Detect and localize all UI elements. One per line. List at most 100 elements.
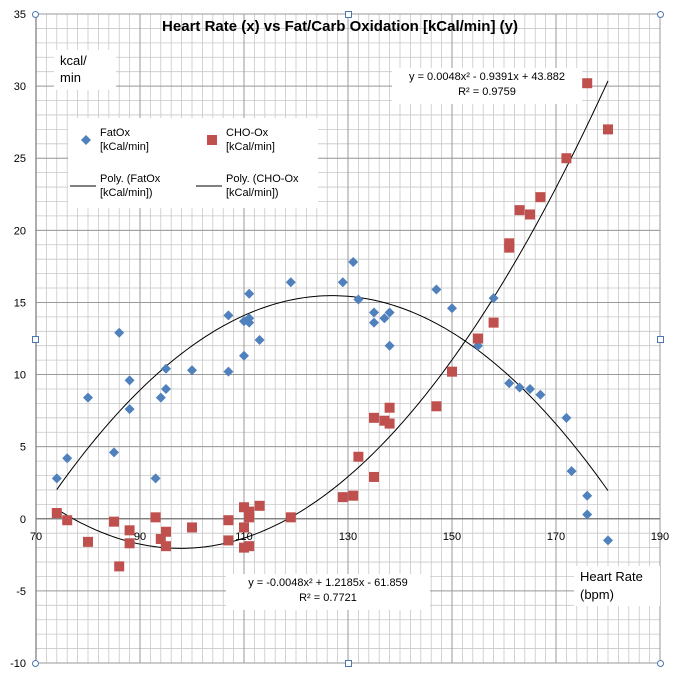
x-tick-label: 190 [651,531,669,543]
y-axis-label: kcal/ min [54,50,116,90]
fat-r-squared: R² = 0.7721 [299,592,357,604]
fatox-point [384,307,395,318]
fatox-point [561,412,572,423]
x-axis-label-line-2: (bpm) [580,587,614,602]
chox-point [514,205,525,216]
chox-point [83,536,93,547]
chox-point [369,471,379,482]
chox-point [239,542,249,553]
fatox-point [447,303,457,314]
y-axis-label-line-1: kcal/ [60,53,87,68]
y-tick-label: 5 [20,442,26,454]
fat-equation: y = -0.0048x² + 1.2185x - 61.859 [248,577,408,589]
trendline [56,80,609,549]
chox-point [223,535,234,546]
legend-item-poly-fatox: Poly. (FatOx [kCal/min]) [68,170,188,210]
fatox-point [51,473,62,484]
legend-item-poly-chox: Poly. (CHO-Ox [kCal/min]) [194,170,314,210]
fatox-point [150,473,161,484]
fatox-point [223,310,234,321]
chox-point [431,401,442,412]
fatox-point [337,277,348,288]
chox-point [535,192,546,203]
chox-point [488,317,499,328]
x-axis-label-line-1: Heart Rate [580,569,643,584]
resize-handle-top-right[interactable] [657,11,664,18]
fatox-point [62,453,73,464]
fatox-point [114,327,125,338]
chox-point [504,242,515,253]
resize-handle-bottom-right[interactable] [657,660,664,667]
resize-handle-top-left[interactable] [32,11,39,18]
fatox-point [379,313,390,324]
fatox-point [525,383,535,394]
fatox-point [369,307,379,318]
resize-handle-bottom-left[interactable] [32,660,39,667]
line-marker-icon [70,185,96,187]
resize-handle-left[interactable] [32,336,39,343]
x-tick-label: 170 [547,531,565,543]
y-axis-label-line-2: min [60,70,81,85]
resize-handle-bottom[interactable] [345,660,352,667]
chox-point [348,490,359,501]
y-tick-label: 10 [14,370,26,382]
chox-point [561,153,572,164]
chox-point [337,492,348,503]
chox-point [114,561,125,572]
chox-point [244,506,255,517]
chox-point [124,538,135,549]
chox-point [155,533,166,544]
y-tick-label: 30 [14,81,26,93]
resize-handle-top[interactable] [345,11,352,18]
chox-point [239,502,249,513]
chox-point [223,515,234,526]
fatox-point [83,392,93,403]
chox-point [187,522,197,533]
line-marker-icon [196,185,222,187]
chox-point [161,526,171,537]
legend-chox-line-2: [kCal/min] [226,141,275,153]
fatox-point [244,313,255,324]
legend-poly-fatox-line-1: Poly. (FatOx [100,173,161,185]
legend-item-fatox: FatOx [kCal/min] [68,124,188,164]
fatox-point [566,466,577,477]
fatox-point [535,389,546,400]
chox-point [285,512,296,523]
chox-point [244,512,255,523]
legend-poly-fatox-line-2: [kCal/min]) [100,187,153,199]
fatox-point [384,340,395,351]
y-tick-label: 15 [14,297,26,309]
x-tick-label: 130 [339,531,357,543]
fatox-point [431,284,442,295]
x-tick-label: 90 [134,531,146,543]
fatox-point [155,392,166,403]
chox-point [447,366,457,377]
chox-point [379,415,390,426]
chox-point [603,124,613,135]
fatox-point [369,317,379,328]
carb-r-squared: R² = 0.9759 [458,86,516,98]
fatox-point [124,375,135,386]
fatox-point [603,535,613,546]
x-tick-label: 150 [443,531,461,543]
chox-point [525,209,535,220]
fatox-point [504,378,515,389]
fatox-point [582,509,593,520]
fatox-point [582,490,593,501]
y-tick-label: -5 [16,586,26,598]
chox-point [353,451,364,462]
fatox-point [348,257,359,268]
carb-trendline-label: y = 0.0048x² - 0.9391x + 43.882 R² = 0.9… [392,68,582,104]
chox-point [369,412,379,423]
legend-chox-line-1: CHO-Ox [226,127,269,139]
chox-point [239,522,249,533]
legend-fatox-line-1: FatOx [100,127,130,139]
fatox-point [353,294,364,305]
chox-point [582,78,593,89]
chox-point [62,515,73,526]
legend-poly-chox-line-2: [kCal/min]) [226,187,279,199]
resize-handle-right[interactable] [657,336,664,343]
chox-point [150,512,161,523]
